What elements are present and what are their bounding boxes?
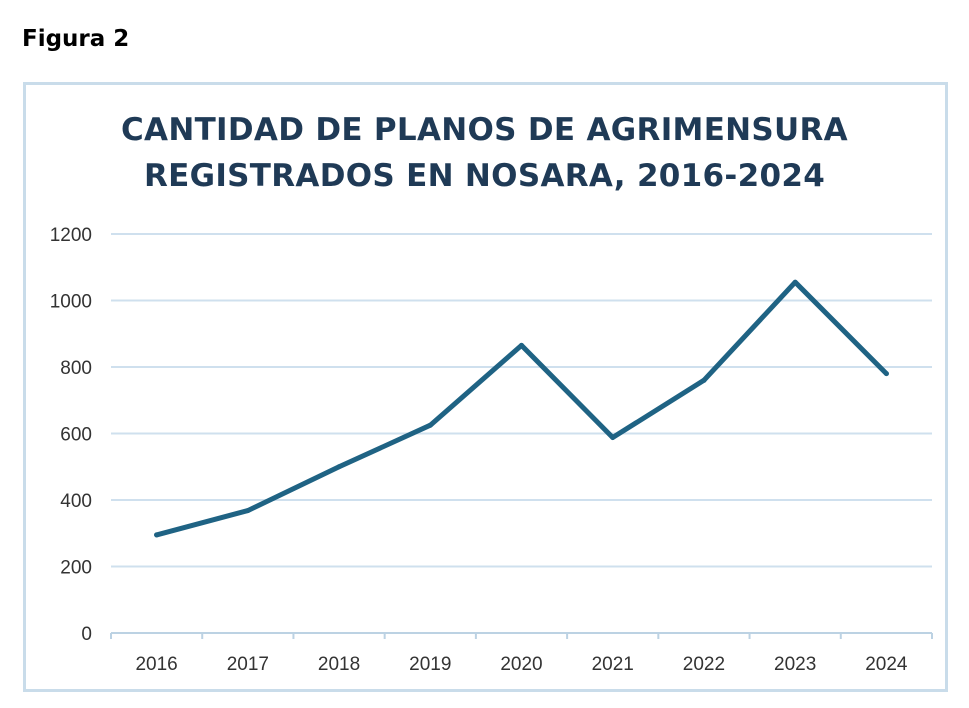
data-point-2021 xyxy=(610,434,616,440)
y-tick-label: 1200 xyxy=(50,225,92,246)
gridlines xyxy=(111,233,932,568)
x-tick-label: 2020 xyxy=(500,654,542,675)
x-tick-label: 2022 xyxy=(683,654,725,675)
data-point-2023 xyxy=(792,279,798,285)
y-tick-label: 400 xyxy=(60,491,92,512)
chart-title-line-2: REGISTRADOS EN NOSARA, 2016-2024 xyxy=(143,158,826,194)
x-tick-label: 2016 xyxy=(135,654,177,675)
data-point-2016 xyxy=(154,532,160,538)
y-tick-label: 200 xyxy=(60,558,92,579)
data-point-2024 xyxy=(883,371,889,377)
data-point-2022 xyxy=(701,377,707,383)
series-line xyxy=(154,279,889,538)
data-point-2018 xyxy=(336,464,342,470)
x-tick-label: 2023 xyxy=(774,654,816,675)
chart-title: CANTIDAD DE PLANOS DE AGRIMENSURA REGIST… xyxy=(0,107,969,199)
x-tick-label: 2019 xyxy=(409,654,451,675)
x-tick-label: 2024 xyxy=(865,654,908,675)
data-point-2017 xyxy=(245,508,251,514)
chart-frame xyxy=(23,82,948,692)
y-tick-label: 600 xyxy=(60,425,92,446)
data-point-2019 xyxy=(427,422,433,428)
y-tick-labels: 0 200 400 600 800 1000 1200 xyxy=(50,225,92,645)
data-point-2020 xyxy=(519,342,524,348)
y-tick-label: 1000 xyxy=(50,292,92,313)
y-tick-label: 0 xyxy=(81,624,92,645)
figure-label: Figura 2 xyxy=(22,26,130,52)
chart-title-line-1: CANTIDAD DE PLANOS DE AGRIMENSURA xyxy=(121,112,848,148)
x-axis xyxy=(110,632,933,639)
x-tick-label: 2017 xyxy=(227,654,269,675)
series-layer xyxy=(154,279,889,538)
x-tick-label: 2018 xyxy=(318,654,360,675)
x-tick-label: 2021 xyxy=(592,654,634,675)
x-tick-labels: 2016 2017 2018 2019 2020 2021 2022 2023 2024 xyxy=(135,654,907,675)
y-tick-label: 800 xyxy=(60,358,92,379)
